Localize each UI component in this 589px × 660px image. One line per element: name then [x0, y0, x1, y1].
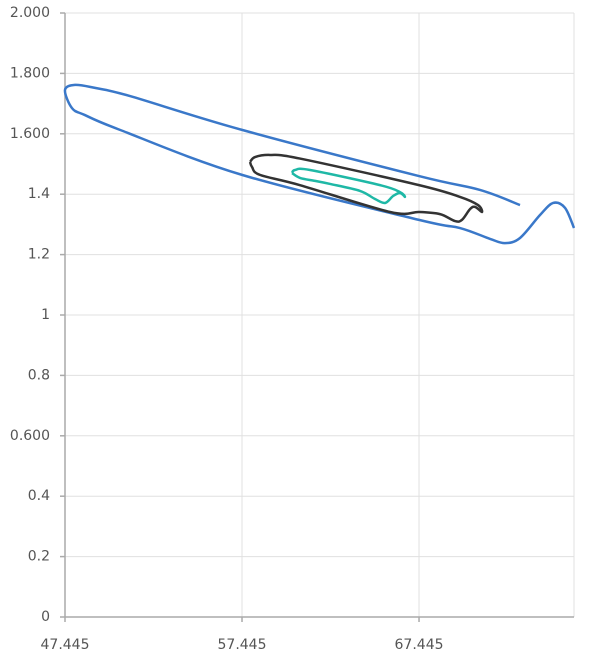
- y-tick-label: 1: [41, 307, 50, 323]
- y-tick-label: 0.4: [28, 488, 50, 504]
- y-tick-label: 1.4: [28, 186, 50, 202]
- y-tick-label: 0: [41, 609, 50, 625]
- y-tick-label: 0.8: [28, 367, 50, 383]
- series-line: [63, 83, 576, 245]
- y-tick-label: 1.600: [10, 126, 50, 142]
- y-tick-label: 1.2: [28, 247, 50, 263]
- y-tick-label: 2.000: [10, 5, 50, 21]
- x-tick-label: 47.445: [41, 637, 90, 653]
- y-tick-label: 1.800: [10, 65, 50, 81]
- x-tick-label: 57.445: [218, 637, 267, 653]
- series-line: [290, 167, 407, 205]
- y-tick-label: 0.2: [28, 549, 50, 565]
- x-tick-label: 67.445: [395, 637, 444, 653]
- y-tick-label: 0.600: [10, 428, 50, 444]
- series-line: [248, 153, 484, 223]
